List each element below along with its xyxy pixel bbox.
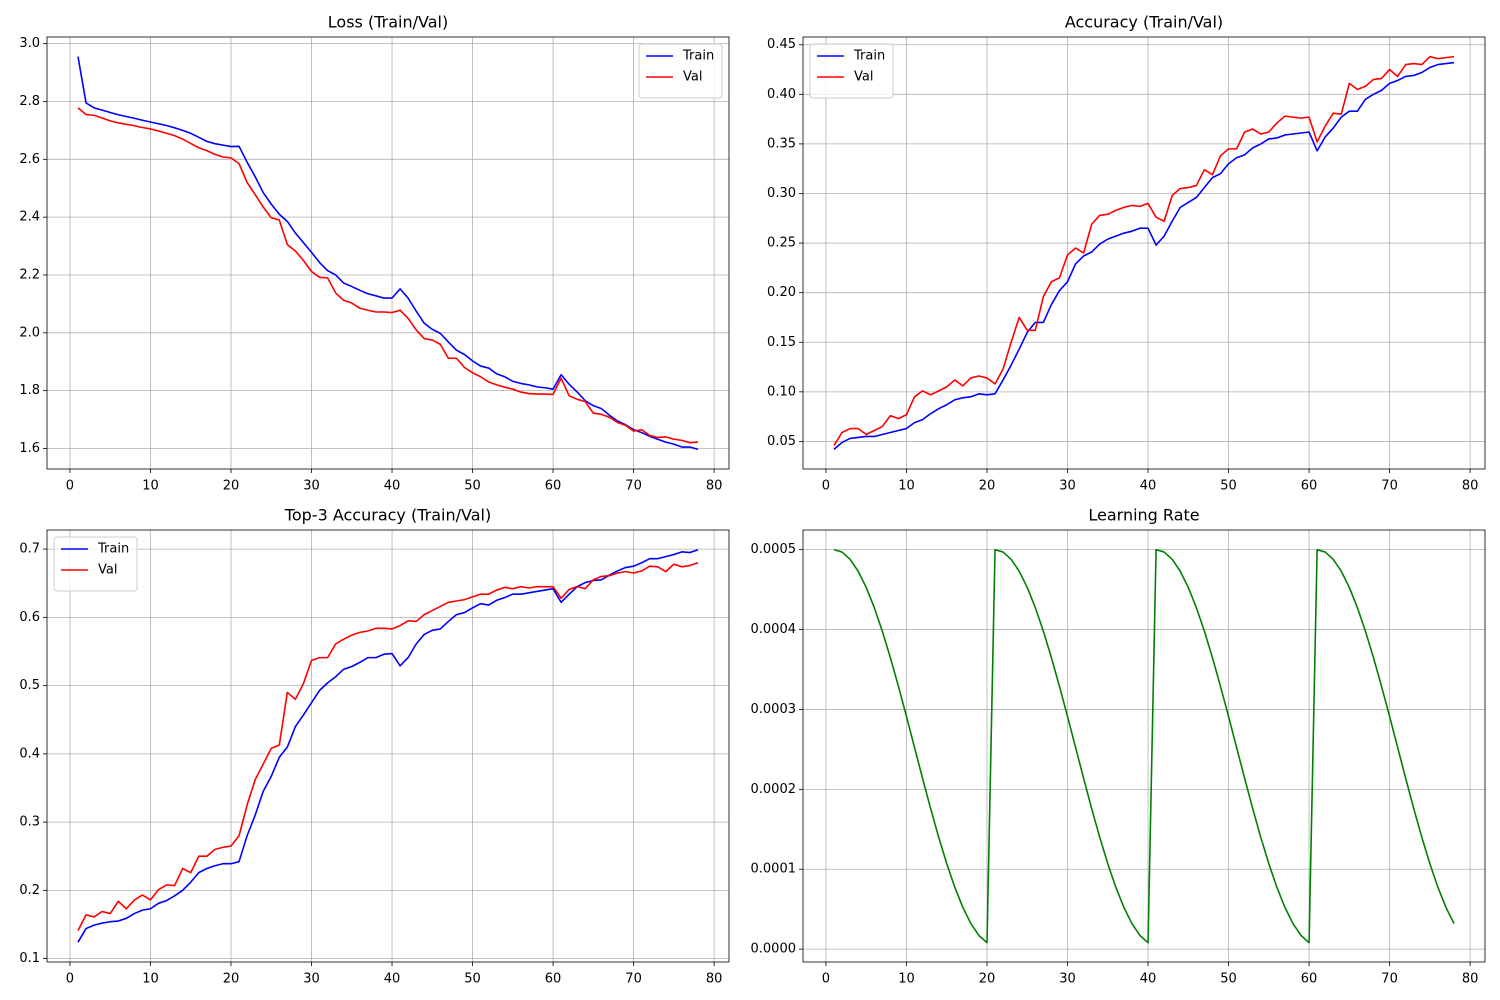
legend-box — [638, 43, 723, 99]
y-tick-label: 0.3 — [19, 815, 40, 830]
y-tick-label: 1.8 — [19, 383, 40, 398]
legend-label: Val — [683, 70, 702, 85]
y-tick-label: 0.15 — [767, 335, 796, 350]
x-tick-label: 40 — [384, 972, 401, 987]
x-tick-label: 20 — [979, 972, 996, 987]
x-tick-label: 60 — [1301, 479, 1318, 494]
x-tick-label: 80 — [706, 972, 723, 987]
x-tick-label: 70 — [1381, 972, 1398, 987]
y-tick-label: 0.10 — [767, 384, 796, 399]
series-line — [77, 56, 699, 451]
chart-title: Learning Rate — [1088, 506, 1199, 525]
chart-title: Loss (Train/Val) — [328, 13, 448, 32]
legend-box — [53, 536, 138, 592]
series-line — [77, 562, 699, 931]
x-tick-label: 10 — [142, 479, 159, 494]
y-tick-label: 0.5 — [19, 678, 40, 693]
series-line — [77, 549, 699, 943]
y-tick-label: 0.1 — [19, 951, 40, 966]
x-tick-label: 30 — [1059, 972, 1076, 987]
y-tick-label: 1.6 — [19, 441, 40, 456]
series-line — [77, 107, 699, 444]
y-tick-label: 2.6 — [19, 152, 40, 167]
series-line — [833, 548, 1455, 944]
y-tick-label: 0.6 — [19, 610, 40, 625]
x-tick-label: 80 — [1462, 479, 1479, 494]
x-tick-label: 60 — [545, 972, 562, 987]
y-tick-label: 0.0004 — [751, 622, 797, 637]
x-tick-label: 50 — [464, 479, 481, 494]
chart-title: Top-3 Accuracy (Train/Val) — [284, 506, 491, 525]
x-tick-label: 30 — [303, 479, 320, 494]
y-tick-label: 0.40 — [767, 87, 796, 102]
x-tick-label: 30 — [1059, 479, 1076, 494]
y-tick-label: 0.20 — [767, 285, 796, 300]
y-tick-label: 2.8 — [19, 94, 40, 109]
x-tick-label: 10 — [898, 479, 915, 494]
x-tick-label: 50 — [464, 972, 481, 987]
axes-frame — [802, 529, 1486, 963]
x-tick-label: 10 — [142, 972, 159, 987]
x-tick-label: 0 — [822, 972, 830, 987]
x-tick-label: 40 — [1140, 479, 1157, 494]
x-tick-label: 0 — [66, 972, 74, 987]
x-tick-label: 70 — [625, 479, 642, 494]
y-tick-label: 0.7 — [19, 542, 40, 557]
legend-label: Val — [854, 70, 873, 85]
x-tick-label: 60 — [545, 479, 562, 494]
y-tick-label: 0.2 — [19, 883, 40, 898]
y-tick-label: 0.0001 — [751, 862, 797, 877]
y-tick-label: 0.0005 — [751, 542, 797, 557]
x-tick-label: 30 — [303, 972, 320, 987]
axes-frame — [802, 36, 1486, 470]
x-tick-label: 50 — [1220, 479, 1237, 494]
x-tick-label: 0 — [822, 479, 830, 494]
chart-title: Accuracy (Train/Val) — [1065, 13, 1223, 32]
y-tick-label: 0.25 — [767, 236, 796, 251]
legend-box — [809, 43, 894, 99]
y-tick-label: 2.0 — [19, 325, 40, 340]
y-tick-label: 0.35 — [767, 136, 796, 151]
x-tick-label: 80 — [1462, 972, 1479, 987]
y-tick-label: 2.4 — [19, 210, 40, 225]
legend-label: Train — [682, 49, 714, 64]
x-tick-label: 40 — [1140, 972, 1157, 987]
x-tick-label: 50 — [1220, 972, 1237, 987]
series-line — [833, 61, 1455, 450]
x-tick-label: 20 — [223, 479, 240, 494]
series-line — [833, 55, 1455, 446]
y-tick-label: 0.0003 — [751, 702, 797, 717]
x-tick-label: 20 — [979, 479, 996, 494]
y-tick-label: 0.0002 — [751, 782, 797, 797]
y-tick-label: 0.05 — [767, 434, 796, 449]
x-tick-label: 10 — [898, 972, 915, 987]
axes-frame — [46, 36, 730, 470]
y-tick-label: 2.2 — [19, 267, 40, 282]
x-tick-label: 0 — [66, 479, 74, 494]
y-tick-label: 3.0 — [19, 36, 40, 51]
legend-label: Val — [98, 563, 117, 578]
x-tick-label: 70 — [625, 972, 642, 987]
x-tick-label: 40 — [384, 479, 401, 494]
x-tick-label: 20 — [223, 972, 240, 987]
y-tick-label: 0.30 — [767, 186, 796, 201]
y-tick-label: 0.0000 — [751, 942, 797, 957]
x-tick-label: 60 — [1301, 972, 1318, 987]
y-tick-label: 0.45 — [767, 37, 796, 52]
axes-frame — [46, 529, 730, 963]
x-tick-label: 70 — [1381, 479, 1398, 494]
legend-label: Train — [853, 49, 885, 64]
x-tick-label: 80 — [706, 479, 723, 494]
y-tick-label: 0.4 — [19, 746, 40, 761]
legend-label: Train — [97, 542, 129, 557]
